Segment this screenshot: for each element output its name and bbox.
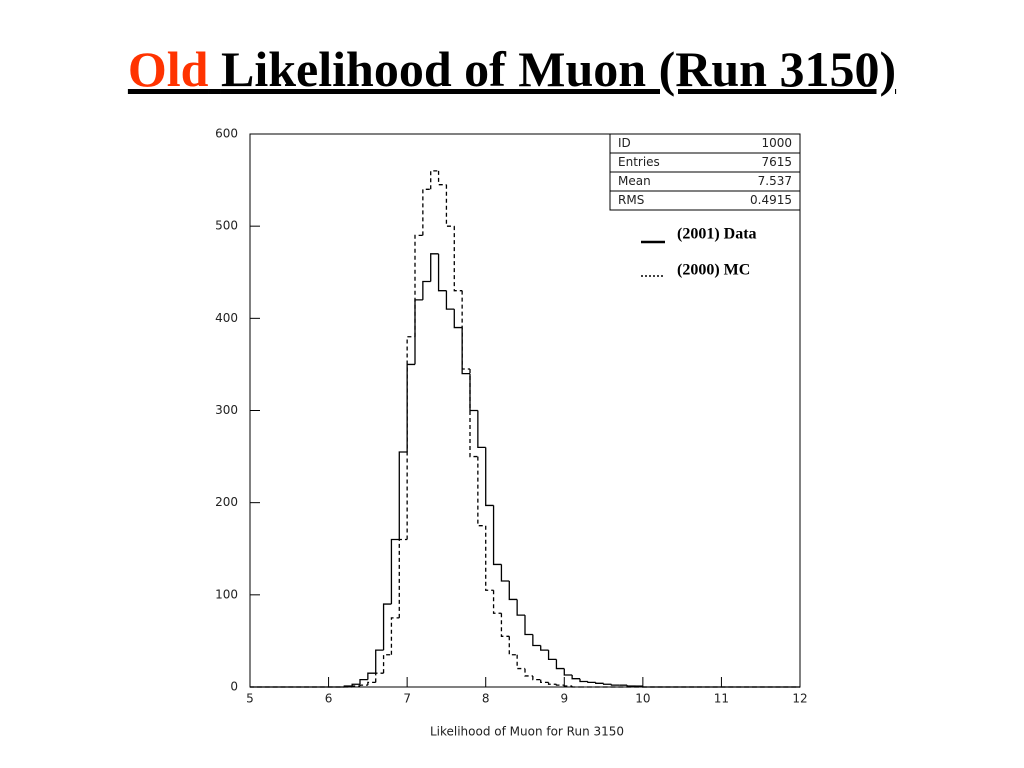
histogram-bin: [508, 636, 518, 656]
histogram-bin: [375, 649, 384, 674]
histogram-bin: [524, 668, 533, 677]
histogram-bin: [477, 456, 486, 527]
histogram-bin: [532, 634, 541, 647]
histogram-bin: [445, 184, 455, 227]
histogram-bin: [516, 599, 525, 616]
histogram-bin: [508, 581, 518, 601]
histogram-bin: [398, 538, 408, 618]
histogram-bin: [477, 410, 486, 449]
histogram-bin: [500, 613, 510, 637]
y-tick-label: 100: [215, 587, 238, 601]
histogram-bin: [516, 654, 525, 670]
stats-label: RMS: [618, 193, 644, 207]
x-tick-label: 8: [482, 692, 490, 706]
histogram-bin: [540, 645, 549, 651]
histogram-bin: [547, 650, 557, 660]
histogram-bin: [351, 685, 360, 687]
y-tick-label: 300: [215, 403, 238, 417]
histogram-bin: [359, 678, 368, 685]
y-tick-label: 500: [215, 219, 238, 233]
histogram-bin: [445, 290, 455, 310]
histogram-bin: [406, 336, 415, 540]
histogram-bin: [579, 678, 588, 683]
histogram-bin: [375, 672, 384, 683]
histogram-bin: [563, 685, 573, 687]
stats-label: Entries: [618, 155, 660, 169]
legend-label: (2001) Data: [677, 226, 757, 243]
histogram-bin: [610, 684, 620, 686]
histogram-bin: [555, 684, 565, 686]
x-tick-label: 12: [792, 692, 807, 706]
histogram-bin: [406, 363, 415, 452]
histogram-bin: [382, 603, 392, 651]
x-tick-label: 6: [325, 692, 333, 706]
y-tick-label: 400: [215, 311, 238, 325]
histogram-bin: [359, 684, 368, 687]
histogram-bin: [430, 170, 439, 190]
histogram-bin: [563, 668, 573, 676]
histogram-bin: [602, 683, 612, 685]
histogram-bin: [469, 369, 478, 458]
histogram-bin: [500, 564, 510, 582]
x-tick-label: 7: [403, 692, 411, 706]
histogram-bin: [437, 170, 447, 186]
x-tick-label: 9: [560, 692, 568, 706]
x-axis-label: Likelihood of Muon for Run 3150: [430, 725, 624, 739]
title-prefix: Old: [127, 41, 209, 97]
stats-label: ID: [618, 136, 631, 150]
histogram-bin: [461, 290, 470, 370]
histogram-bin: [469, 373, 478, 412]
stats-label: Mean: [618, 174, 651, 188]
histogram-bin: [626, 685, 635, 687]
stats-value: 0.4915: [750, 193, 792, 207]
x-tick-label: 10: [635, 692, 650, 706]
histogram-bin: [437, 253, 447, 292]
histogram-bin: [532, 675, 541, 681]
y-tick-label: 0: [230, 680, 238, 694]
histogram-bin: [587, 681, 596, 684]
stats-value: 1000: [761, 136, 792, 150]
histogram-bin: [571, 675, 580, 680]
histogram-bin: [547, 682, 557, 685]
y-tick-label: 600: [215, 127, 238, 141]
histogram-bin: [367, 672, 376, 680]
histogram-bin: [485, 447, 494, 507]
histogram-bin: [390, 538, 400, 605]
histogram-bin: [453, 309, 463, 329]
title-main: Likelihood of Muon (Run 3150): [220, 41, 897, 97]
y-tick-label: 200: [215, 495, 238, 509]
stats-value: 7615: [761, 155, 792, 169]
histogram-bin: [414, 299, 423, 365]
histogram-bin: [453, 226, 463, 292]
histogram-bin: [398, 451, 408, 540]
histogram-bin: [422, 188, 431, 236]
histogram-bin: [414, 234, 423, 337]
histogram-bin: [485, 525, 494, 591]
histogram-bin: [382, 654, 392, 674]
histogram-bin: [390, 617, 400, 655]
histogram-bin: [524, 615, 533, 636]
legend-label: (2000) MC: [677, 262, 750, 279]
histogram-bin: [430, 253, 439, 282]
histogram-bin: [571, 686, 580, 688]
title: Old Likelihood of Muon (Run 3150): [0, 40, 1024, 98]
histogram-bin: [540, 679, 549, 684]
histogram-bin: [555, 659, 565, 670]
histogram-bin: [492, 505, 502, 566]
x-tick-label: 11: [714, 692, 729, 706]
x-tick-label: 5: [246, 692, 254, 706]
histogram-bin: [595, 682, 604, 684]
histogram-bin: [367, 681, 376, 686]
histogram-bin: [422, 280, 431, 300]
histogram-bin: [492, 590, 502, 614]
plot-frame: [249, 133, 801, 688]
histogram-bin: [461, 327, 470, 375]
stats-value: 7.537: [758, 174, 792, 188]
